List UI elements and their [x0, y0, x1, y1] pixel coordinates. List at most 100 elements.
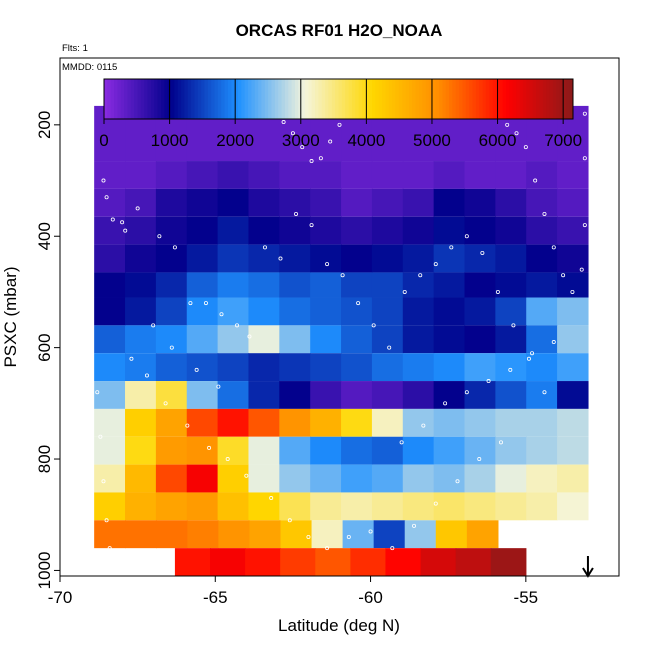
colorbar-segment [412, 79, 417, 119]
colorbar-tick-label: 3000 [282, 131, 320, 150]
data-point [169, 345, 174, 350]
colorbar-segment [509, 79, 514, 119]
heatmap-cell [279, 464, 311, 493]
data-point [157, 234, 162, 239]
data-point [412, 523, 417, 528]
heatmap-cell [155, 353, 188, 382]
heatmap-cell [155, 492, 188, 521]
colorbar-segment [341, 79, 346, 119]
data-point [498, 440, 503, 445]
heatmap-cell [464, 408, 496, 437]
heatmap-cell [341, 381, 373, 409]
heatmap-cell [125, 216, 157, 245]
y-tick-label: 200 [35, 111, 54, 139]
data-point [530, 351, 535, 356]
colorbar-segment [231, 79, 236, 119]
heatmap-cell [125, 353, 157, 382]
data-point [433, 262, 438, 267]
data-point [281, 120, 286, 125]
heatmap-cell [341, 161, 373, 189]
colorbar-segment [325, 79, 329, 119]
colorbar-segment [569, 79, 574, 119]
heatmap-cell [155, 325, 188, 354]
heatmap-cell [279, 188, 311, 217]
colorbar-segment [157, 79, 162, 119]
colorbar-segment [171, 79, 175, 119]
heatmap-cell [371, 381, 404, 409]
heatmap-cell [217, 244, 250, 273]
heatmap-cell [310, 325, 342, 354]
colorbar-segment [278, 79, 283, 119]
heatmap-cell [94, 353, 126, 382]
colorbar-segment [201, 79, 205, 119]
colorbar-segment [107, 79, 112, 119]
colorbar-segment [238, 79, 242, 119]
data-point [325, 546, 330, 551]
heatmap-cell [371, 188, 404, 217]
heatmap-cell [402, 492, 435, 521]
colorbar-segment [402, 79, 406, 119]
heatmap-cell [248, 381, 280, 409]
heatmap-cell [557, 464, 589, 493]
heatmap-cell [217, 325, 250, 354]
colorbar-segment [492, 79, 497, 119]
heatmap-cell [217, 436, 250, 465]
colorbar-segment [124, 79, 128, 119]
data-point [306, 535, 311, 540]
heatmap-cell [310, 216, 342, 245]
y-axis-label: PSXC (mbar) [1, 266, 20, 367]
colorbar-segment [392, 79, 396, 119]
colorbar-segment [221, 79, 226, 119]
data-point [371, 323, 376, 328]
data-point [399, 440, 404, 445]
heatmap-cell [94, 244, 126, 273]
colorbar-tick-label: 0 [99, 131, 108, 150]
heatmap-cell [557, 436, 589, 465]
heatmap-cell [495, 408, 527, 437]
heatmap-cell [155, 188, 188, 217]
heatmap-cell [466, 520, 499, 549]
heatmap-cell [310, 492, 342, 521]
data-point [104, 518, 109, 523]
x-axis-label: Latitude (deg N) [278, 616, 400, 635]
data-point [418, 273, 423, 278]
heatmap-cell [526, 216, 558, 245]
heatmap-cell [249, 520, 282, 549]
data-point [172, 245, 177, 250]
colorbar-segment [479, 79, 484, 119]
data-point [328, 139, 333, 144]
heatmap-cell [433, 216, 466, 245]
heatmap-cell [248, 353, 280, 382]
heatmap-cell [186, 436, 219, 465]
colorbar-segment [214, 79, 219, 119]
heatmap-cell [217, 272, 250, 298]
data-point [402, 289, 407, 294]
colorbar-segment [489, 79, 494, 119]
heatmap-cell [125, 408, 157, 437]
heatmap-cell [94, 520, 126, 549]
colorbar-segment [117, 79, 122, 119]
data-point [486, 379, 491, 384]
heatmap-layer [94, 105, 589, 576]
colorbar-segment [351, 79, 356, 119]
x-tick-label: -65 [203, 588, 228, 607]
data-point [582, 156, 587, 161]
data-point [135, 206, 140, 211]
data-point [582, 223, 587, 228]
colorbar-segment [512, 79, 517, 119]
data-point [579, 267, 584, 272]
heatmap-cell [217, 381, 250, 409]
heatmap-cell [217, 353, 250, 382]
data-point [542, 390, 547, 395]
data-point [216, 384, 221, 389]
heatmap-cell [310, 188, 342, 217]
heatmap-cell [341, 244, 373, 273]
heatmap-cell [186, 464, 219, 493]
heatmap-cell [557, 492, 589, 521]
heatmap-cell [155, 464, 188, 493]
heatmap-cell [402, 297, 435, 326]
heatmap-cell [402, 436, 435, 465]
colorbar-segment [177, 79, 182, 119]
data-point [368, 529, 373, 534]
heatmap-cell [371, 436, 404, 465]
